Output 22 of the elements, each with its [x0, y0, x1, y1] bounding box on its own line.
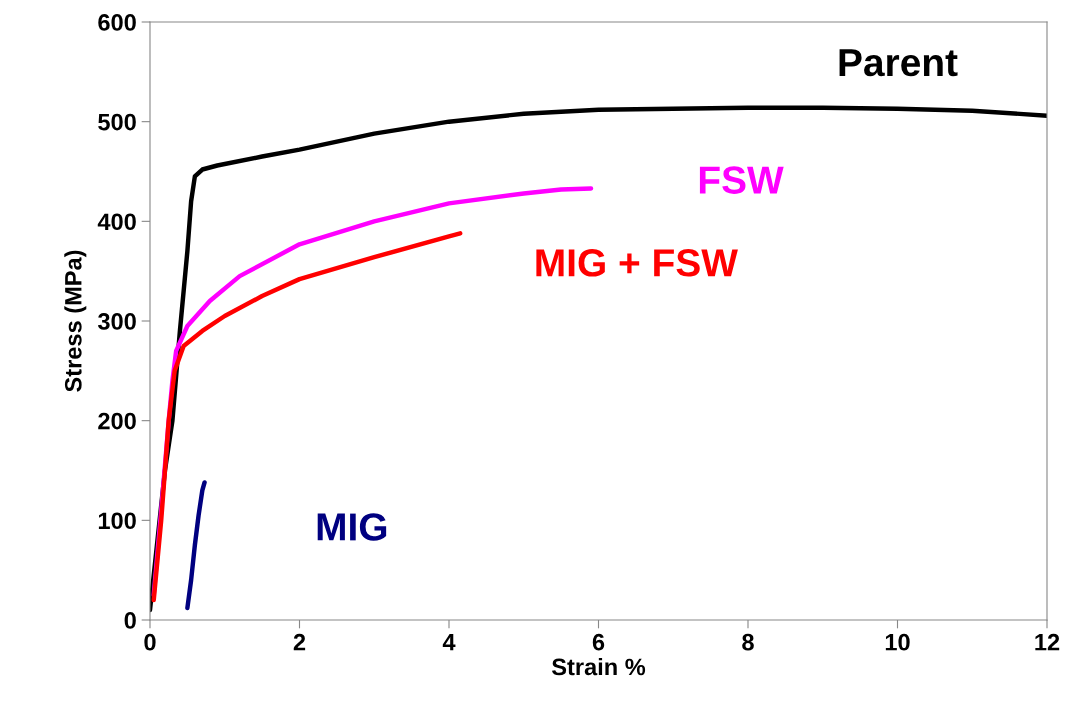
- x-tick-label: 4: [442, 634, 456, 651]
- x-tick-label: 12: [1035, 633, 1060, 651]
- text: MIG + FSW: [536, 249, 738, 277]
- text: FSW: [699, 166, 784, 194]
- text: MIG: [317, 513, 387, 541]
- line-series: [151, 231, 463, 603]
- x-tick-label: 10: [885, 633, 910, 651]
- x-tick-label: 0: [144, 633, 156, 651]
- y-tick-label: 100: [98, 512, 136, 530]
- x-tick-label: 6: [592, 633, 605, 651]
- x-tick-label: 2: [293, 633, 306, 651]
- y-tick-label: 600: [98, 14, 136, 31]
- x-tick-label: 8: [742, 633, 754, 651]
- line-series: [185, 480, 207, 611]
- y-tick-label: 400: [97, 213, 136, 231]
- series-label: Parent: [839, 49, 958, 77]
- x-axis-title: Strain %: [551, 657, 646, 676]
- y-axis-title: Stress (MPa): [64, 250, 87, 392]
- y-tick-label: 0: [124, 612, 136, 629]
- y-tick-label: 500: [98, 113, 136, 131]
- y-tick-label: 300: [97, 313, 136, 330]
- y-tick-label: 200: [98, 412, 136, 430]
